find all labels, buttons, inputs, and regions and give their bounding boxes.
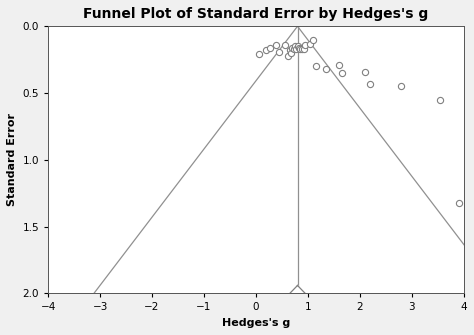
Point bbox=[455, 200, 462, 205]
Point bbox=[292, 46, 300, 52]
Point bbox=[263, 48, 270, 53]
Point bbox=[295, 45, 302, 50]
X-axis label: Hedges's g: Hedges's g bbox=[222, 318, 290, 328]
Point bbox=[286, 48, 293, 53]
Point bbox=[292, 44, 299, 49]
Point bbox=[255, 52, 262, 57]
Y-axis label: Standard Error: Standard Error bbox=[7, 113, 17, 206]
Point bbox=[437, 97, 444, 103]
Point bbox=[366, 81, 374, 86]
Point bbox=[361, 69, 369, 74]
Point bbox=[294, 44, 301, 49]
Point bbox=[300, 46, 308, 52]
Title: Funnel Plot of Standard Error by Hedges's g: Funnel Plot of Standard Error by Hedges'… bbox=[83, 7, 428, 21]
Point bbox=[301, 42, 309, 48]
Point bbox=[312, 64, 319, 69]
Point bbox=[307, 41, 314, 46]
Point bbox=[398, 84, 405, 89]
Point bbox=[281, 42, 288, 48]
Point bbox=[296, 46, 304, 52]
Point bbox=[322, 66, 330, 72]
Point bbox=[289, 45, 296, 50]
Point bbox=[310, 37, 317, 42]
Point bbox=[298, 46, 305, 52]
Point bbox=[272, 42, 280, 48]
Point bbox=[288, 50, 295, 56]
Point bbox=[275, 49, 283, 54]
Point bbox=[335, 62, 343, 68]
Point bbox=[338, 70, 346, 76]
Point bbox=[284, 53, 292, 58]
Point bbox=[267, 45, 274, 50]
Point bbox=[290, 46, 298, 52]
Polygon shape bbox=[290, 285, 305, 302]
